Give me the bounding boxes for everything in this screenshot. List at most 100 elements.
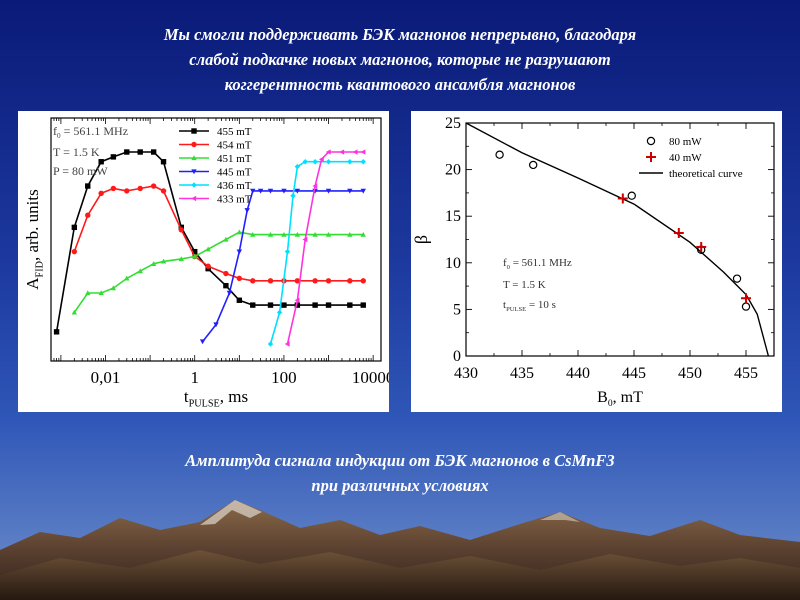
- data-point: [290, 193, 296, 199]
- data-point: [192, 253, 198, 259]
- annotation-pulse-time: tPULSE = 10 s: [503, 299, 556, 313]
- y-axis-label: AFID, arb. units: [23, 189, 45, 289]
- data-point: [673, 227, 684, 238]
- data-point: [124, 275, 130, 281]
- data-point: [276, 309, 283, 316]
- data-point: [137, 268, 143, 274]
- data-point: [267, 341, 274, 347]
- legend-marker: [191, 182, 197, 188]
- data-point: [294, 231, 301, 237]
- annotation-frequency: f0 = 561.1 MHz: [53, 124, 128, 140]
- data-point: [236, 297, 243, 303]
- data-point: [160, 159, 167, 165]
- slide-title: Мы смогли поддерживать БЭК магнонов непр…: [40, 22, 760, 97]
- data-point: [110, 285, 117, 291]
- data-point: [528, 160, 538, 170]
- data-point: [250, 302, 256, 308]
- series-line: [73, 231, 364, 313]
- legend-label: 445 mT: [217, 167, 252, 179]
- y-tick-label: 20: [445, 162, 461, 179]
- data-point: [137, 185, 143, 192]
- data-point: [347, 159, 353, 165]
- data-point: [71, 248, 78, 255]
- data-point: [205, 246, 211, 252]
- slide-title-line: Мы смогли поддерживать БЭК магнонов непр…: [163, 25, 637, 44]
- data-point: [124, 188, 130, 194]
- data-point: [696, 241, 707, 252]
- data-point: [360, 302, 366, 308]
- y-tick-label: 15: [445, 208, 461, 225]
- data-point: [360, 159, 366, 165]
- data-point: [312, 278, 318, 284]
- data-point: [267, 302, 274, 308]
- slide-title-line: слабой подкачке новых магнонов, которые …: [189, 50, 611, 69]
- data-point: [281, 231, 287, 237]
- data-point: [236, 249, 243, 255]
- mountain-landscape-image: [0, 500, 800, 600]
- y-tick-label: 0: [453, 348, 461, 365]
- plot-frame: [465, 122, 775, 357]
- x-tick-label: 0,01: [91, 368, 121, 387]
- data-point: [339, 149, 345, 155]
- legend-label: 455 mT: [217, 126, 252, 138]
- legend-label: 40 mW: [669, 152, 702, 164]
- annotation-frequency: f0 = 561.1 MHz: [503, 257, 572, 271]
- legend-marker: [191, 141, 197, 148]
- legend-label: 433 mT: [217, 194, 252, 206]
- data-point: [85, 183, 91, 189]
- x-tick-label: 1: [190, 368, 199, 387]
- data-point: [250, 278, 256, 284]
- y-tick-label: 25: [445, 115, 461, 132]
- data-point: [223, 236, 229, 242]
- amplitude-chart: 0,01 1 100 10000 tPULSE, ms AFID, arb. units f…: [23, 117, 394, 409]
- data-point: [160, 188, 167, 194]
- x-tick-label: 10000: [352, 368, 389, 387]
- series-line: [55, 151, 364, 332]
- data-point: [226, 290, 233, 296]
- data-point: [223, 270, 229, 277]
- data-point: [98, 190, 104, 197]
- slide-caption-line: при различных условиях: [311, 476, 489, 495]
- annotation-temperature: T = 1.5 K: [53, 145, 100, 159]
- slide-title-line: коггерентность квантового ансамбля магно…: [224, 75, 576, 94]
- legend-marker: [191, 155, 197, 161]
- data-point: [312, 183, 318, 189]
- legend-marker: [646, 136, 656, 146]
- x-tick-label: 455: [734, 365, 758, 382]
- x-tick-label: 445: [622, 365, 646, 382]
- data-point: [318, 156, 324, 163]
- annotation-power: P = 80 mW: [53, 164, 108, 178]
- data-point: [85, 290, 91, 296]
- data-point: [150, 183, 157, 189]
- legend-marker: [191, 169, 197, 175]
- data-point: [302, 159, 308, 165]
- data-point: [325, 231, 332, 237]
- data-point: [360, 188, 366, 194]
- data-point: [267, 188, 274, 194]
- data-point: [294, 188, 301, 194]
- data-point: [352, 149, 358, 155]
- data-point: [741, 302, 751, 311]
- y-tick-label: 10: [445, 255, 461, 272]
- data-point: [53, 329, 60, 335]
- series-line: [201, 190, 364, 343]
- data-point: [325, 302, 332, 308]
- data-point: [213, 322, 219, 328]
- data-point: [178, 227, 184, 233]
- x-tick-label: 440: [566, 365, 590, 382]
- legend-marker: [191, 128, 197, 134]
- x-tick-label: 435: [510, 365, 534, 382]
- legend-label: 436 mT: [217, 180, 252, 192]
- data-point: [124, 149, 130, 155]
- data-point: [281, 302, 287, 308]
- data-point: [360, 231, 366, 237]
- data-point: [257, 188, 264, 194]
- amplitude-chart-panel: 0,01 1 100 10000 tPULSE, ms AFID, arb. units f…: [18, 111, 394, 412]
- data-point: [741, 293, 751, 304]
- legend-label: 80 mW: [669, 136, 702, 148]
- data-point: [267, 231, 274, 237]
- series-line: [269, 160, 364, 345]
- x-axis-label: B0, mT: [597, 389, 643, 409]
- data-point: [110, 185, 117, 192]
- x-axis-label: tPULSE, ms: [184, 387, 248, 409]
